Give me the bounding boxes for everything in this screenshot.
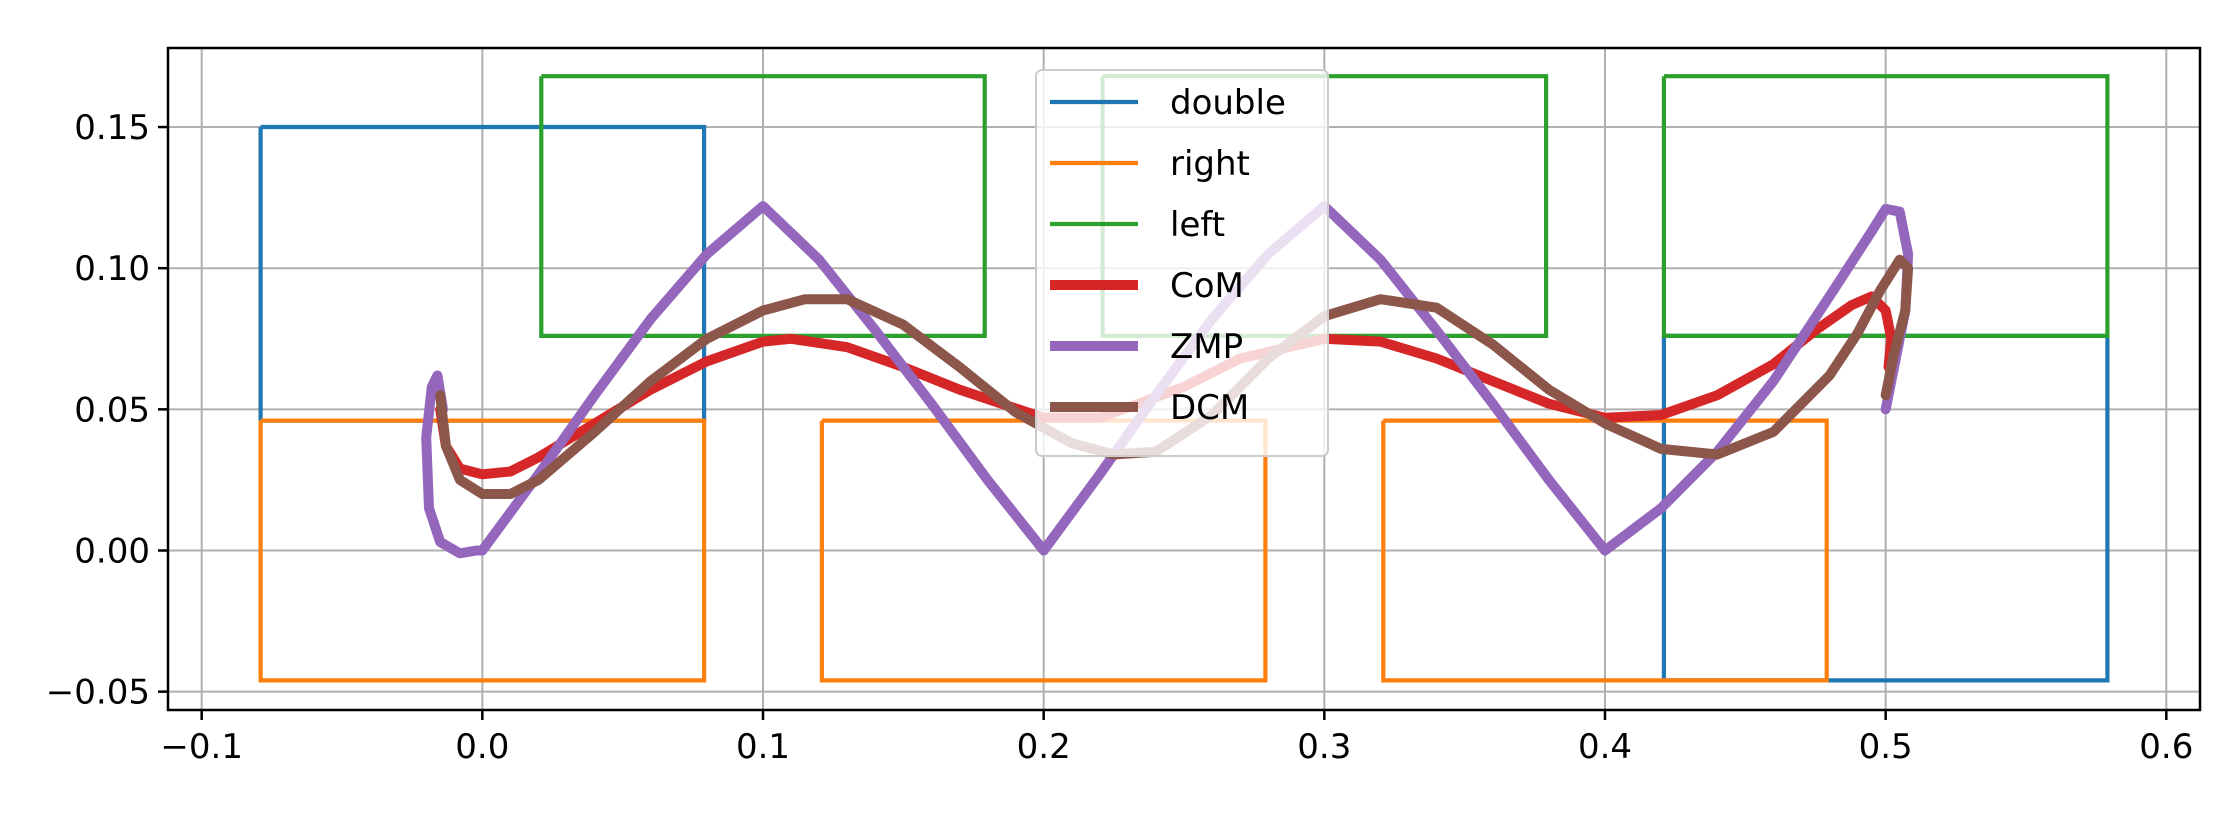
- x-tick-label: 0.6: [2139, 727, 2193, 767]
- legend-label-zmp: ZMP: [1170, 327, 1243, 367]
- legend-box: [1035, 69, 1329, 457]
- axis-ticks: −0.1 0.0 0.1 0.2 0.3 0.4 0.5 0.6 −0.05 0.00 0.05 0.…: [46, 108, 2194, 767]
- x-tick-label: 0.4: [1578, 727, 1632, 767]
- legend-label-left: left: [1170, 205, 1225, 245]
- y-tick-label: 0.15: [74, 108, 150, 148]
- x-tick-label: −0.1: [160, 727, 243, 767]
- x-tick-label: 0.0: [455, 727, 509, 767]
- series-left-segment-2: [1661, 74, 2110, 338]
- x-tick-label: 0.2: [1017, 727, 1071, 767]
- series-right-segment-2: [1381, 418, 1829, 683]
- legend-item-zmp: ZMP: [1050, 327, 1243, 367]
- x-tick-label: 0.3: [1297, 727, 1351, 767]
- legend-item-right: right: [1050, 144, 1250, 184]
- legend-item-com: CoM: [1050, 266, 1244, 306]
- x-tick-label: 0.1: [736, 727, 790, 767]
- plot-frame: [166, 46, 2202, 712]
- legend-label-right: right: [1170, 144, 1250, 184]
- legend-item-dcm: DCM: [1050, 388, 1249, 428]
- y-tick-label: 0.10: [74, 249, 150, 289]
- x-tick-label: 0.5: [1859, 727, 1913, 767]
- series-left-segment-0: [539, 74, 987, 338]
- legend-item-left: left: [1050, 205, 1225, 245]
- legend-label-dcm: DCM: [1170, 388, 1249, 428]
- legend-label-double: double: [1170, 83, 1286, 123]
- series-right-segment-0: [258, 418, 707, 683]
- legend: double right left CoM ZMP DCM: [1035, 69, 1329, 457]
- legend-label-com: CoM: [1170, 266, 1244, 306]
- y-tick-label: 0.05: [74, 390, 150, 430]
- y-tick-label: −0.05: [46, 673, 150, 713]
- legend-item-double: double: [1050, 83, 1286, 123]
- y-tick-label: 0.00: [74, 531, 150, 571]
